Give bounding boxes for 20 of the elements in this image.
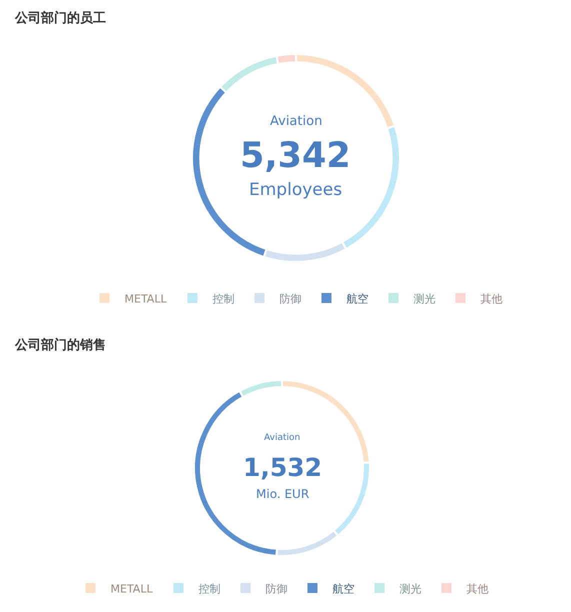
legend-label: 控制 xyxy=(212,292,234,306)
legend-label: 其他 xyxy=(466,582,488,596)
legend-label: METALL xyxy=(110,582,154,596)
chart-title: 公司部门的员工 xyxy=(14,10,106,26)
chart-title: 公司部门的销售 xyxy=(14,337,106,353)
legend-label: 其他 xyxy=(480,292,502,306)
legend-label: 控制 xyxy=(198,582,220,596)
legend-label: 航空 xyxy=(346,292,368,306)
legend-label: 防御 xyxy=(265,582,288,596)
legend-label: 航空 xyxy=(332,582,354,596)
legend-label: 测光 xyxy=(399,582,422,596)
text: Mio. EUR xyxy=(256,487,310,501)
text: 5,342 xyxy=(240,136,351,176)
text: 1,532 xyxy=(243,453,322,482)
legend-label: 防御 xyxy=(279,292,302,306)
legend-label: METALL xyxy=(124,292,168,306)
text: Aviation xyxy=(270,114,322,129)
text: Aviation xyxy=(264,433,300,443)
legend-label: 测光 xyxy=(413,292,436,306)
text: Employees xyxy=(249,180,342,200)
